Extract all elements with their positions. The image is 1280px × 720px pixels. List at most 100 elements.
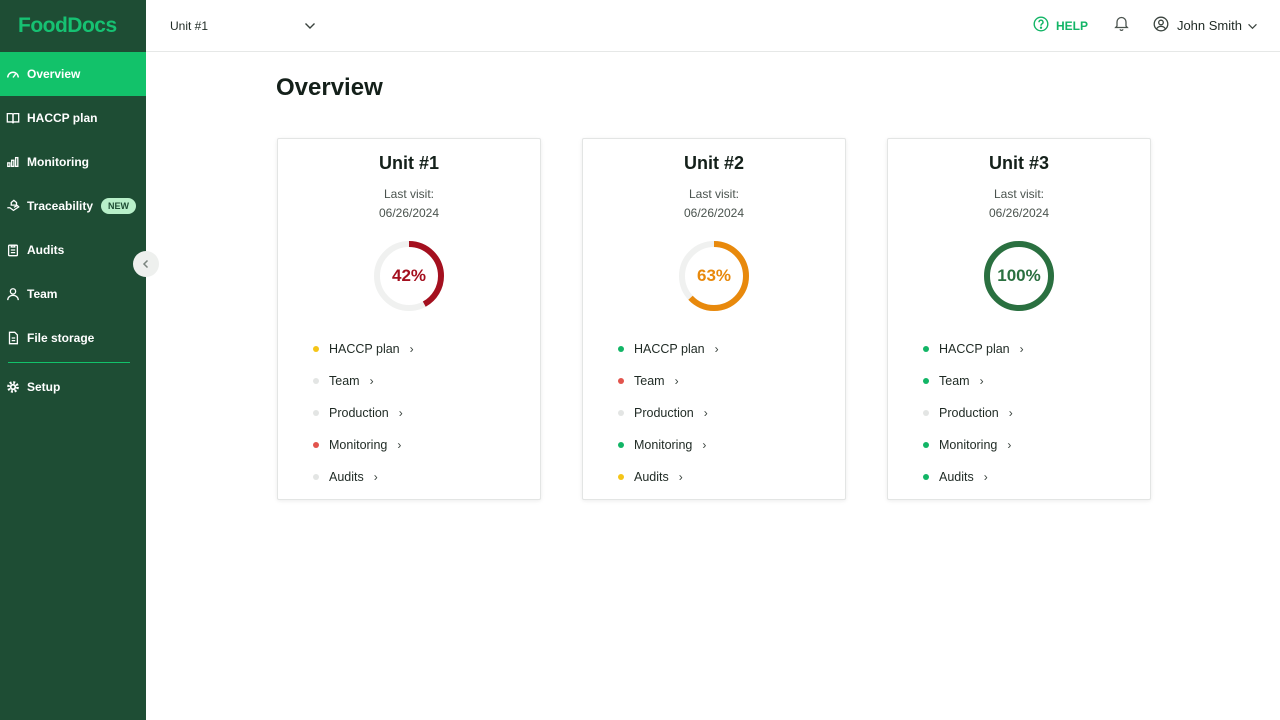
notifications-button[interactable] [1114, 15, 1129, 36]
chevron-right-icon: › [678, 470, 683, 484]
checklist-item-team[interactable]: Team › [923, 365, 1150, 397]
checklist-item-team[interactable]: Team › [618, 365, 845, 397]
chevron-right-icon: › [983, 470, 988, 484]
checklist-item-label: Team [634, 374, 665, 388]
checklist-item-label: Team [329, 374, 360, 388]
sidebar-item-label: HACCP plan [27, 111, 98, 125]
user-menu[interactable]: John Smith [1153, 16, 1266, 35]
sidebar-item-team[interactable]: Team [0, 272, 146, 316]
unit-card: Unit #3 Last visit: 06/26/2024 100% HACC… [887, 138, 1151, 500]
sidebar-item-file-storage[interactable]: File storage [0, 316, 146, 360]
last-visit-date: 06/26/2024 [378, 206, 440, 220]
checklist-item-label: Production [329, 406, 389, 420]
checklist-item-audits[interactable]: Audits › [618, 461, 845, 493]
sidebar-item-label: Setup [27, 380, 61, 394]
chevron-down-icon [304, 19, 316, 33]
help-button[interactable]: HELP [1033, 16, 1088, 35]
folder-icon [6, 331, 20, 345]
checklist-item-label: HACCP plan [634, 342, 705, 356]
last-visit: Last visit: 06/26/2024 [888, 185, 1150, 223]
chevron-left-icon [141, 256, 151, 272]
progress-percent: 100% [997, 266, 1041, 285]
logo-text: FoodDocs [18, 14, 117, 37]
unit-selector[interactable]: Unit #1 [170, 19, 316, 33]
gauge-icon [6, 67, 20, 81]
checklist-item-audits[interactable]: Audits › [923, 461, 1150, 493]
checklist-item-monitoring[interactable]: Monitoring › [313, 429, 540, 461]
checklist-item-production[interactable]: Production › [313, 397, 540, 429]
checklist-item-monitoring[interactable]: Monitoring › [923, 429, 1150, 461]
sidebar-item-label: Audits [27, 243, 65, 257]
sidebar-item-label: Overview [27, 67, 81, 81]
progress-ring-arc [374, 241, 444, 311]
last-visit-date: 06/26/2024 [683, 206, 745, 220]
progress-percent: 63% [696, 266, 732, 285]
unit-card: Unit #1 Last visit: 06/26/2024 42% HACCP… [277, 138, 541, 500]
progress-ring: 63% [677, 239, 751, 313]
sidebar-item-traceability[interactable]: Traceability NEW [0, 184, 146, 228]
checklist-item-label: Audits [939, 470, 974, 484]
last-visit-date: 06/26/2024 [988, 206, 1050, 220]
status-dot [923, 410, 929, 416]
checklist-item-haccp-plan[interactable]: HACCP plan › [313, 333, 540, 365]
status-checklist: HACCP plan › Team › Production › Monitoring… [923, 333, 1150, 493]
checklist-item-label: HACCP plan [939, 342, 1010, 356]
checklist-item-label: Audits [634, 470, 669, 484]
status-dot [313, 474, 319, 480]
chevron-right-icon: › [373, 470, 378, 484]
sidebar-item-haccp-plan[interactable]: HACCP plan [0, 96, 146, 140]
status-dot [313, 410, 319, 416]
checklist-item-haccp-plan[interactable]: HACCP plan › [618, 333, 845, 365]
progress-ring-arc [679, 241, 749, 311]
chevron-right-icon: › [702, 438, 707, 452]
status-dot [923, 474, 929, 480]
user-circle-icon [1153, 16, 1177, 35]
checklist-item-label: Monitoring [939, 438, 998, 452]
status-dot [618, 346, 624, 352]
progress-ring: 100% [982, 239, 1056, 313]
progress-ring-arc [984, 241, 1054, 311]
checklist-item-label: Production [634, 406, 694, 420]
status-dot [923, 378, 929, 384]
person-icon [6, 287, 20, 301]
last-visit: Last visit: 06/26/2024 [583, 185, 845, 223]
checklist-item-team[interactable]: Team › [313, 365, 540, 397]
status-dot [923, 442, 929, 448]
last-visit-label: Last visit: [688, 187, 739, 201]
sidebar-divider [8, 362, 130, 363]
checklist-item-label: Monitoring [329, 438, 388, 452]
chevron-down-icon [1247, 18, 1266, 33]
status-dot [618, 410, 624, 416]
chevron-right-icon: › [714, 342, 719, 356]
chevron-right-icon: › [674, 374, 679, 388]
checklist-item-haccp-plan[interactable]: HACCP plan › [923, 333, 1150, 365]
checklist-item-production[interactable]: Production › [923, 397, 1150, 429]
chevron-right-icon: › [703, 406, 708, 420]
book-icon [6, 111, 20, 125]
unit-card-title: Unit #3 [988, 153, 1049, 173]
bell-icon [1114, 15, 1129, 36]
status-dot [313, 378, 319, 384]
checklist-item-production[interactable]: Production › [618, 397, 845, 429]
checklist-item-monitoring[interactable]: Monitoring › [618, 429, 845, 461]
collapse-sidebar-button[interactable] [133, 251, 159, 277]
progress-percent: 42% [391, 266, 427, 285]
logo[interactable]: FoodDocs [0, 0, 146, 52]
last-visit: Last visit: 06/26/2024 [278, 185, 540, 223]
sidebar-item-audits[interactable]: Audits [0, 228, 146, 272]
checklist-item-audits[interactable]: Audits › [313, 461, 540, 493]
bar-chart-icon [6, 155, 20, 169]
sidebar-item-setup[interactable]: Setup [0, 365, 146, 409]
chevron-right-icon: › [979, 374, 984, 388]
checklist-item-label: Audits [329, 470, 364, 484]
topbar-right: HELP John Smith [1033, 15, 1280, 36]
progress-ring: 42% [372, 239, 446, 313]
status-dot [923, 346, 929, 352]
last-visit-label: Last visit: [383, 187, 434, 201]
question-circle-icon [1033, 16, 1056, 35]
sidebar-item-monitoring[interactable]: Monitoring [0, 140, 146, 184]
help-label: HELP [1055, 18, 1088, 33]
status-checklist: HACCP plan › Team › Production › Monitoring… [618, 333, 845, 493]
chevron-right-icon: › [398, 406, 403, 420]
sidebar-item-overview[interactable]: Overview [0, 52, 146, 96]
